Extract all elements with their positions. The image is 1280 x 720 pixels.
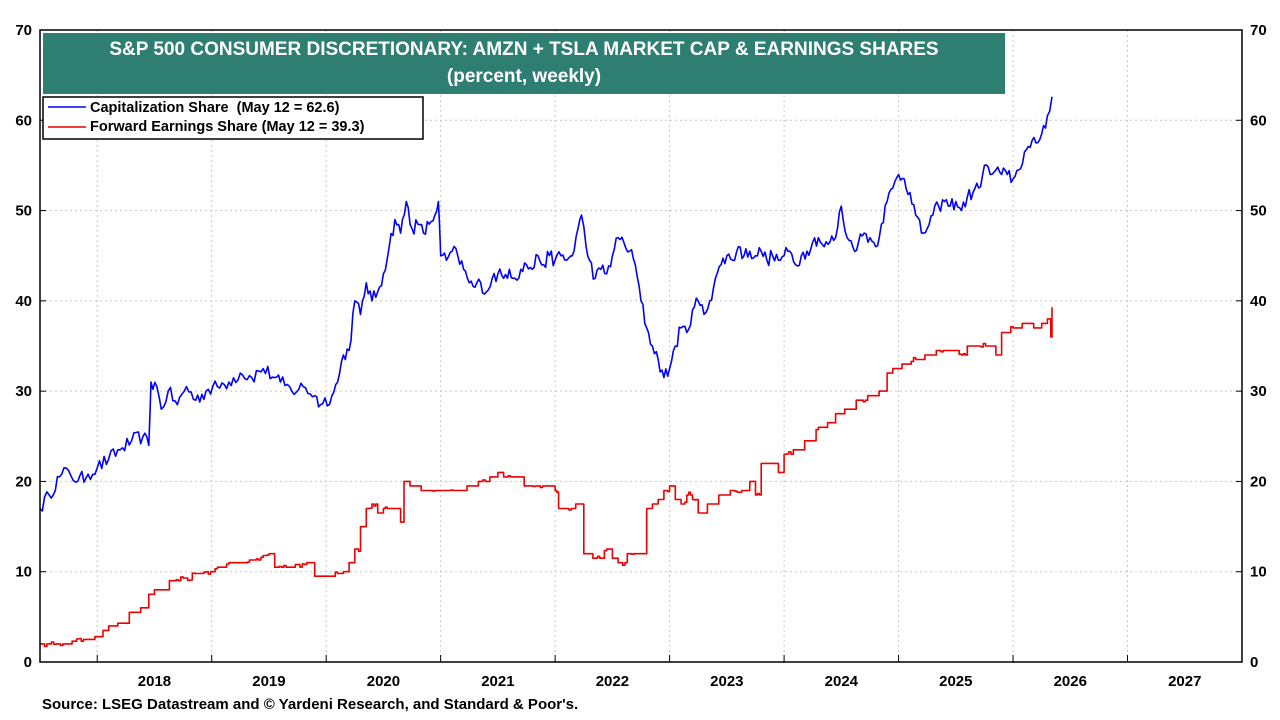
chart-title: S&P 500 CONSUMER DISCRETIONARY: AMZN + T… <box>109 39 938 60</box>
chart-subtitle: (percent, weekly) <box>447 66 601 87</box>
legend-box <box>42 96 424 140</box>
y-tick-label-right: 70 <box>1250 22 1267 39</box>
y-tick-label-right: 40 <box>1250 293 1267 310</box>
x-tick-label: 2023 <box>710 673 743 690</box>
y-tick-label-left: 30 <box>15 383 32 400</box>
x-tick-label: 2024 <box>825 673 859 690</box>
series-layer <box>39 96 1053 648</box>
y-tick-label-left: 50 <box>15 203 32 220</box>
legend: Capitalization Share (May 12 = 62.6) For… <box>42 96 424 140</box>
x-tick-label: 2025 <box>939 673 972 690</box>
y-tick-label-left: 40 <box>15 293 32 310</box>
x-tick-label: 2022 <box>596 673 629 690</box>
plot-frame <box>39 29 1243 663</box>
x-tick-label: 2019 <box>252 673 285 690</box>
y-tick-label-right: 0 <box>1250 654 1258 671</box>
x-tick-label: 2018 <box>138 673 171 690</box>
y-tick-label-right: 30 <box>1250 383 1267 400</box>
x-tick-label: 2021 <box>481 673 514 690</box>
x-tick-label: 2026 <box>1054 673 1087 690</box>
title-box: S&P 500 CONSUMER DISCRETIONARY: AMZN + T… <box>43 33 1005 94</box>
y-tick-label-right: 10 <box>1250 564 1267 581</box>
y-tick-label-left: 60 <box>15 112 32 129</box>
y-tick-label-right: 20 <box>1250 473 1267 490</box>
y-tick-label-left: 10 <box>15 564 32 581</box>
source-note: Source: LSEG Datastream and © Yardeni Re… <box>42 696 579 713</box>
series-line-forward-earnings-share <box>40 307 1053 648</box>
y-tick-label-left: 20 <box>15 473 32 490</box>
x-tick-label: 2020 <box>367 673 400 690</box>
legend-label-forward-earnings: Forward Earnings Share (May 12 = 39.3) <box>90 119 365 135</box>
legend-label-capitalization: Capitalization Share (May 12 = 62.6) <box>90 100 340 116</box>
series-line-capitalization-share <box>39 96 1053 512</box>
y-tick-label-left: 70 <box>15 22 32 39</box>
y-tick-label-right: 50 <box>1250 203 1267 220</box>
x-tick-label: 2027 <box>1168 673 1201 690</box>
y-tick-label-left: 0 <box>24 654 32 671</box>
y-tick-label-right: 60 <box>1250 112 1267 129</box>
title-background <box>43 33 1005 94</box>
